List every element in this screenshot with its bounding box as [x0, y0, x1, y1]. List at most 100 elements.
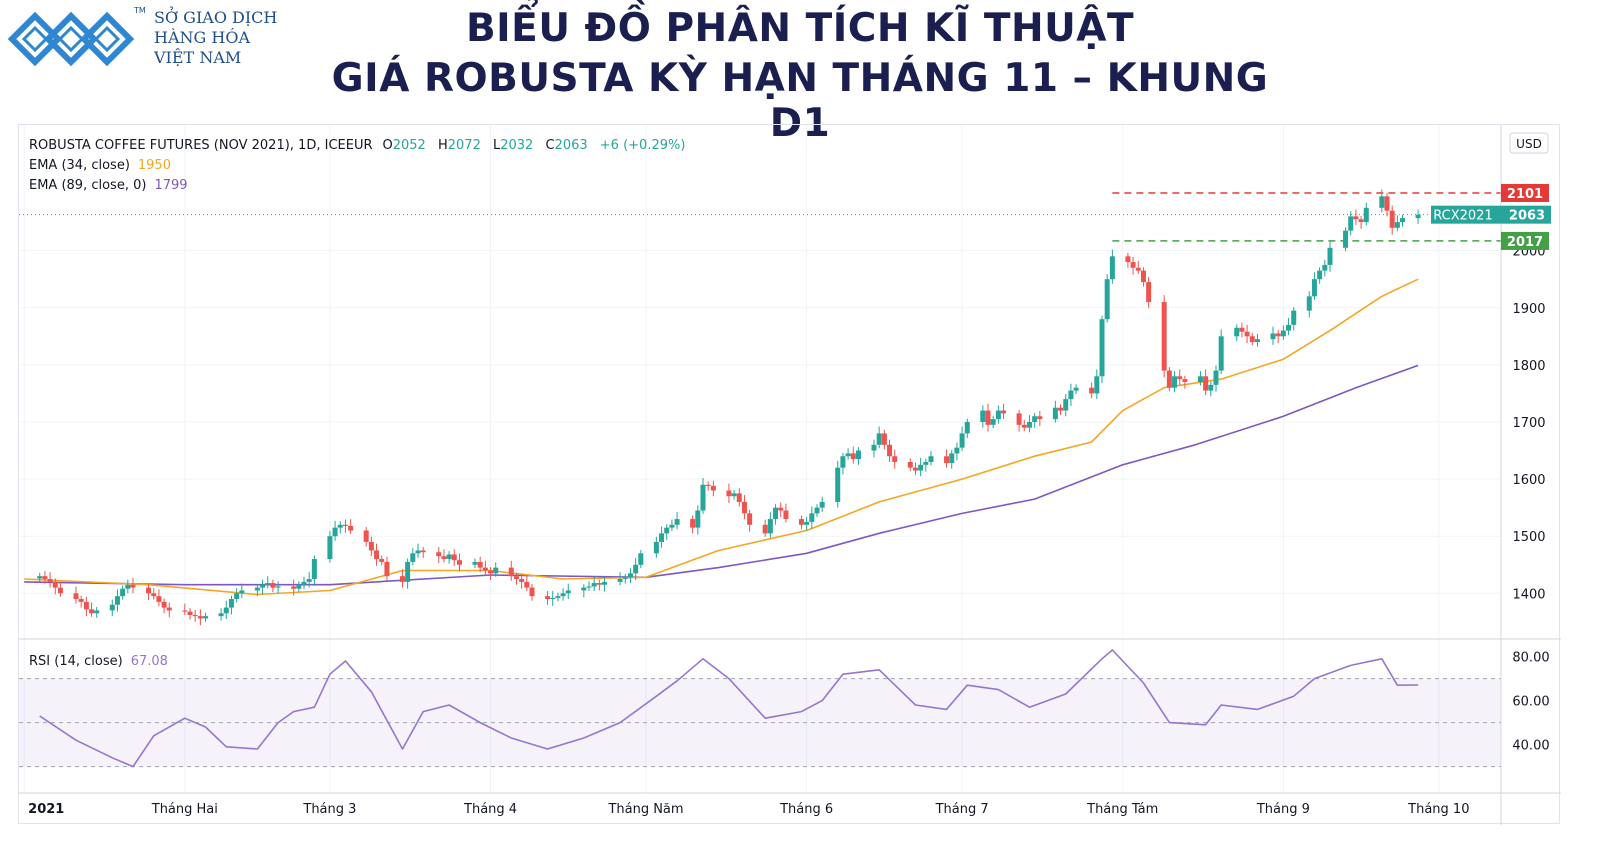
candle-body — [519, 579, 525, 582]
candle-body — [1379, 196, 1385, 208]
candle-body — [187, 611, 193, 616]
candle-body — [809, 513, 815, 522]
candle-body — [1275, 333, 1281, 337]
page-title-line-2: GIÁ ROBUSTA KỲ HẠN THÁNG 11 – KHUNG D1 — [331, 56, 1269, 146]
candle-body — [83, 601, 89, 610]
candle-body — [1363, 207, 1369, 223]
candle-body — [710, 485, 716, 491]
last-price-symbol: RCX2021 — [1433, 209, 1492, 224]
candle-body — [1058, 407, 1064, 411]
time-tick-label: Tháng 10 — [1407, 802, 1469, 817]
candle-body — [1032, 416, 1038, 422]
candle-body — [146, 587, 152, 594]
grid-lines — [19, 125, 1501, 793]
candle-body — [218, 613, 224, 617]
candle-body — [260, 584, 266, 588]
level-badge-2101 — [1501, 183, 1549, 202]
candle-body — [1358, 219, 1364, 223]
candle-body — [513, 576, 519, 580]
candle-body — [892, 456, 898, 462]
candle-body — [1094, 376, 1100, 394]
candle-body — [1099, 319, 1105, 377]
candle-body — [1280, 330, 1286, 337]
candle-body — [669, 524, 675, 528]
level-badge-2017 — [1501, 231, 1549, 250]
currency-button[interactable] — [1509, 132, 1549, 154]
price-tick-label: 1700 — [1512, 416, 1545, 431]
candle-body — [1415, 214, 1421, 219]
candle-body — [239, 590, 245, 594]
legend-ohlc: O2052 H2072 L2032 C2063 +6 (+0.29%) — [383, 138, 686, 153]
candle-body — [342, 524, 348, 526]
candle-body — [1001, 410, 1007, 414]
candle-body — [1125, 256, 1131, 263]
candle-body — [348, 525, 354, 531]
candle-body — [767, 519, 773, 534]
candle-body — [192, 615, 198, 617]
candle-body — [814, 507, 820, 514]
candle-body — [446, 554, 452, 560]
candle-body — [876, 433, 882, 445]
candle-body — [586, 586, 592, 588]
candle-body — [695, 510, 701, 528]
candle-body — [964, 421, 970, 434]
candle-body — [565, 590, 571, 594]
candle-body — [705, 484, 711, 486]
candle-body — [622, 577, 628, 580]
candle-body — [1089, 387, 1095, 394]
candle-body — [1130, 262, 1136, 268]
candle-body — [265, 583, 271, 585]
candle-body — [166, 607, 172, 611]
candle-body — [1234, 327, 1240, 337]
candle-body — [161, 601, 167, 608]
candle-body — [52, 581, 58, 588]
candle-body — [477, 561, 483, 568]
candle-body — [840, 456, 846, 468]
candle-body — [529, 587, 535, 597]
candle-body — [762, 524, 768, 534]
price-tick-label: 1600 — [1512, 473, 1545, 488]
candle-body — [1197, 376, 1203, 382]
candle-body — [508, 567, 514, 577]
ema34-line — [24, 278, 1419, 596]
candle-body — [270, 583, 276, 588]
candle-body — [436, 552, 442, 557]
candle-body — [949, 453, 955, 464]
last-price-badge — [1431, 205, 1551, 224]
candle-body — [1343, 230, 1349, 248]
candle-body — [223, 607, 229, 614]
candle-body — [1322, 264, 1328, 271]
legend-rsi: RSI (14, close) 67.08 — [29, 654, 168, 669]
rsi-tick-label: 80.00 — [1512, 651, 1549, 666]
candle-body — [591, 583, 597, 587]
candle-body — [555, 596, 561, 598]
candle-body — [420, 550, 426, 553]
candle-body — [1063, 399, 1069, 411]
candle-body — [1073, 387, 1079, 391]
candle-body — [1146, 282, 1152, 303]
chart-panel[interactable]: 1400 1500 1600 1700 1800 1900 2000 2021 Tháng Ha… — [18, 124, 1561, 825]
time-tick-label: 2021 — [28, 802, 64, 817]
candle-body — [819, 501, 825, 508]
candle-body — [798, 519, 804, 525]
candle-body — [726, 490, 732, 497]
candle-body — [296, 584, 302, 589]
candle-body — [410, 553, 416, 562]
candle-body — [995, 410, 1001, 420]
candle-body — [78, 599, 84, 602]
candle-body — [57, 587, 63, 594]
candle-body — [545, 596, 551, 600]
candle-body — [363, 530, 369, 542]
candle-body — [1254, 339, 1260, 343]
candle-body — [311, 559, 317, 580]
candle-body — [1068, 390, 1074, 400]
rsi-tick-label: 60.00 — [1512, 695, 1549, 710]
candle-body — [550, 597, 556, 600]
candle-body — [773, 507, 779, 520]
candle-body — [37, 576, 43, 579]
candle-body — [291, 586, 297, 589]
candle-body — [493, 567, 499, 574]
candle-body — [42, 576, 48, 580]
candle-body — [835, 467, 841, 502]
